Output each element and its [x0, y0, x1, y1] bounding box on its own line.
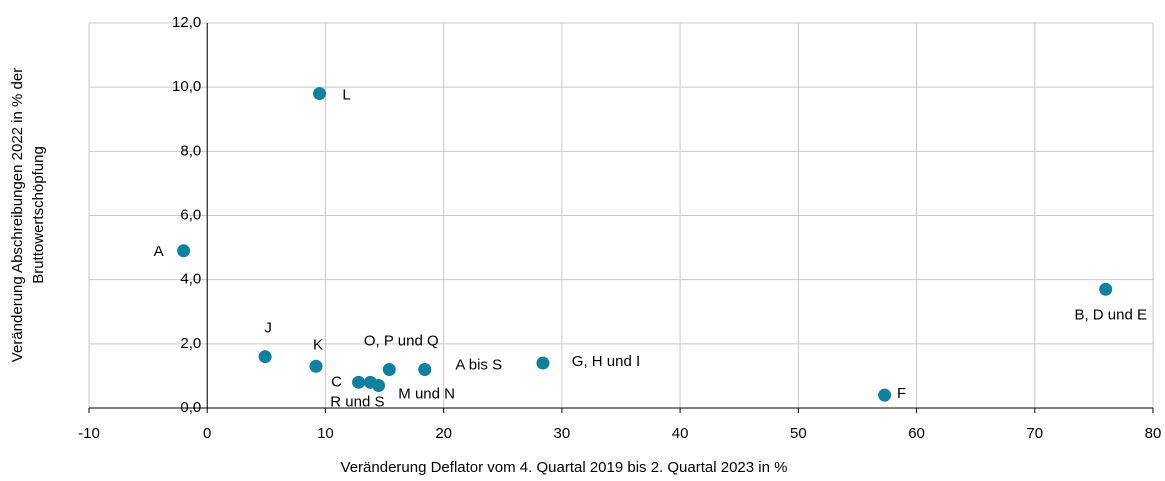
point-label: L [342, 87, 350, 104]
point-label: G, H und I [572, 353, 640, 370]
point [418, 363, 432, 376]
point-label: R und S [330, 393, 384, 410]
point [352, 375, 366, 389]
x-tick-label: 50 [790, 425, 807, 442]
y-tick-label: 12,0 [172, 14, 201, 31]
point-label: K [313, 336, 323, 353]
y-tick-label: 10,0 [172, 78, 201, 95]
point [313, 87, 327, 101]
x-tick-label: 10 [317, 425, 334, 442]
point [382, 363, 396, 376]
point-label: B, D und E [1074, 306, 1147, 323]
x-tick-label: 80 [1145, 425, 1162, 442]
point-label: F [897, 385, 906, 402]
point-label: O, P und Q [364, 332, 439, 349]
point [372, 379, 386, 393]
x-tick-label: 60 [908, 425, 925, 442]
point-label: M und N [398, 386, 455, 403]
point-label: J [264, 320, 272, 337]
x-tick-label: 40 [672, 425, 689, 442]
point [258, 350, 272, 364]
point [309, 359, 323, 373]
point [878, 388, 892, 402]
y-axis-title-line: Bruttowertschöpfung [30, 146, 47, 284]
y-tick-label: 2,0 [180, 335, 201, 352]
y-tick-label: 4,0 [180, 271, 201, 288]
x-tick-label: 20 [435, 425, 452, 442]
y-tick-label: 6,0 [180, 206, 201, 223]
x-tick-label: 30 [554, 425, 571, 442]
x-tick-label: 0 [203, 425, 211, 442]
y-tick-label: 8,0 [180, 142, 201, 159]
y-axis-title: Veränderung Abschreibungen 2022 in % der… [9, 68, 47, 362]
x-axis-title: Veränderung Deflator vom 4. Quartal 2019… [341, 459, 788, 476]
x-tick-label: -10 [78, 425, 100, 442]
y-axis-title-line: Veränderung Abschreibungen 2022 in % der [9, 68, 26, 362]
point-label: C [331, 373, 342, 390]
point-label: A bis S [455, 356, 502, 373]
point [1099, 282, 1113, 296]
x-tick-label: 70 [1026, 425, 1043, 442]
point-label: A [154, 243, 164, 260]
point [177, 244, 191, 258]
y-tick-label: 0,0 [180, 399, 201, 416]
point [536, 356, 550, 370]
